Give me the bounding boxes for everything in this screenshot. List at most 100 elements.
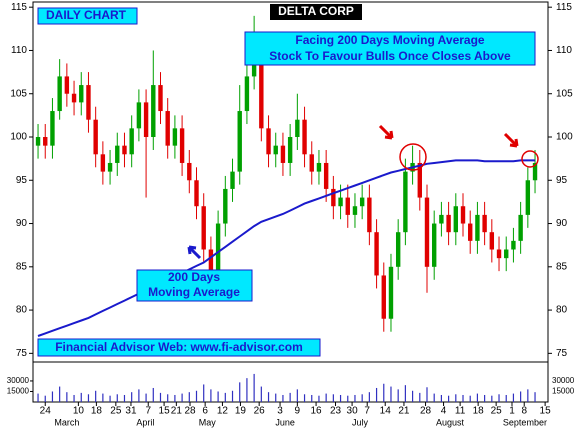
title-box (270, 4, 362, 20)
x-tick-label: 7 (364, 406, 370, 417)
candle-body (367, 197, 372, 233)
candle-body (273, 145, 278, 155)
candle-body (158, 85, 163, 112)
arrow (187, 245, 202, 260)
volume-tick-label: 15000 (552, 387, 575, 396)
y-tick-label: 95 (16, 175, 28, 186)
month-label: April (136, 417, 154, 427)
candle-body (187, 162, 192, 181)
chart-title: DELTA CORP (278, 4, 354, 18)
candle-body (143, 102, 149, 137)
x-tick-label: 4 (441, 406, 447, 417)
x-tick-label: 15 (540, 406, 552, 417)
y-tick-label: 90 (556, 218, 568, 229)
x-tick-label: 31 (125, 406, 137, 417)
month-label: June (275, 417, 295, 427)
candle-body (468, 223, 473, 241)
candle-body (295, 119, 300, 137)
x-tick-label: 14 (380, 406, 392, 417)
annotation: Moving Average (148, 285, 240, 299)
candle-body (388, 266, 394, 319)
x-tick-label: 28 (420, 406, 432, 417)
x-tick-label: 9 (295, 406, 301, 417)
candle-body (93, 119, 98, 155)
moving-average-line (37, 159, 535, 337)
candle-body (208, 249, 214, 276)
y-tick-label: 85 (16, 261, 28, 272)
arrow (378, 124, 394, 140)
y-tick-label: 85 (556, 261, 568, 272)
candle-body (244, 76, 250, 112)
candle-body (57, 76, 62, 112)
candle-body (71, 93, 77, 103)
candle-body (43, 137, 48, 146)
x-tick-label: 21 (171, 406, 183, 417)
label-box (37, 7, 138, 25)
candle-body (151, 85, 156, 137)
candle-body (287, 137, 293, 163)
candle-body (50, 111, 55, 146)
x-tick-label: 3 (277, 406, 283, 417)
x-tick-label: 30 (347, 406, 359, 417)
candle-body (64, 76, 70, 94)
candle-body (107, 162, 113, 172)
candle-body (323, 162, 329, 189)
candle-body (266, 128, 271, 155)
x-tick-label: 7 (145, 406, 151, 417)
arrow (503, 132, 519, 148)
volume-tick-label: 15000 (7, 387, 30, 396)
y-tick-label: 80 (16, 305, 28, 316)
x-tick-label: 28 (184, 406, 196, 417)
y-tick-label: 115 (556, 2, 572, 13)
month-label: July (352, 417, 369, 427)
candle-body (215, 223, 221, 276)
candle-body (381, 275, 386, 319)
month-label: March (54, 417, 79, 427)
candle-body (525, 180, 531, 215)
candle-body (532, 162, 538, 181)
month-label: May (199, 417, 217, 427)
x-tick-label: 1 (509, 406, 515, 417)
candle-body (223, 188, 228, 224)
candle-body (482, 214, 487, 233)
candle-body (136, 102, 142, 129)
x-tick-label: 18 (473, 406, 485, 417)
candle-body (100, 154, 106, 172)
note-box (244, 31, 536, 66)
y-tick-label: 75 (16, 348, 28, 359)
annotation: Stock To Favour Bulls Once Closes Above (269, 49, 511, 63)
x-tick-label: 12 (217, 406, 229, 417)
y-tick-label: 105 (10, 88, 27, 99)
x-tick-label: 8 (521, 406, 527, 417)
candle-body (511, 240, 516, 250)
x-tick-label: 11 (455, 406, 466, 417)
candle-body (259, 50, 264, 129)
candle-body (475, 214, 480, 241)
annotation: Facing 200 Days Moving Average (295, 33, 485, 47)
y-tick-label: 100 (10, 132, 27, 143)
y-tick-label: 80 (556, 305, 568, 316)
month-label: August (436, 417, 465, 427)
y-tick-label: 100 (556, 132, 573, 143)
candle-body (280, 145, 286, 163)
x-tick-label: 24 (40, 406, 52, 417)
candle-body (359, 197, 365, 207)
candle-body (35, 137, 41, 146)
y-tick-label: 75 (556, 348, 568, 359)
candle-body (446, 214, 451, 233)
y-tick-label: 105 (556, 88, 573, 99)
candle-body (309, 154, 314, 172)
annotations: DAILY CHART DELTA CORP Facing 200 Days M… (37, 4, 539, 357)
candle-body (424, 197, 430, 267)
candle-body (179, 128, 185, 163)
candle-body (403, 171, 408, 233)
candle-body (237, 111, 242, 172)
x-tick-label: 15 (159, 406, 171, 417)
highlight-circle (399, 143, 427, 171)
x-tick-label: 10 (73, 406, 85, 417)
candle-body (86, 85, 91, 120)
candle-body (331, 188, 336, 207)
candle-body (165, 111, 170, 146)
